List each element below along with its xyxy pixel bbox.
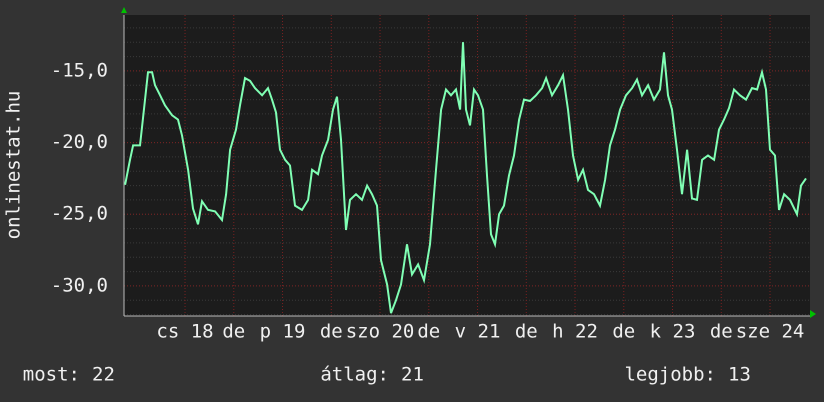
x-tick-label: p 19	[260, 321, 306, 343]
x-tick-label: sze 24	[736, 321, 805, 343]
stat-label: most:	[23, 364, 80, 386]
stat-label: átlag:	[320, 364, 389, 386]
x-tick-label: de	[417, 321, 440, 343]
x-tick-label: v 21	[455, 321, 501, 343]
stat-label: legjobb:	[624, 364, 716, 386]
x-tick-label: k 23	[650, 321, 696, 343]
x-tick-label: de	[612, 321, 635, 343]
marks	[124, 42, 807, 314]
x-tick-label: szo 20	[346, 321, 415, 343]
x-tick-label: cs 18	[156, 321, 213, 343]
y-tick-label: -30,0	[51, 274, 108, 296]
x-tick-label: de	[710, 321, 733, 343]
data-line	[124, 42, 807, 314]
stat-value: 13	[728, 364, 751, 386]
y-tick-label: -20,0	[51, 131, 108, 153]
x-tick-label: de	[320, 321, 343, 343]
x-tick-label: de	[515, 321, 538, 343]
y-axis-arrow	[121, 7, 127, 13]
stat-value: 21	[401, 364, 424, 386]
x-tick-label: de	[222, 321, 245, 343]
stat-value: 22	[92, 364, 115, 386]
x-axis-arrow	[810, 310, 816, 318]
y-tick-label: -25,0	[51, 203, 108, 225]
labels: -15,0-20,0-25,0-30,0cs 18 de p 19 de szo 20 d…	[23, 59, 805, 385]
y-tick-label: -15,0	[51, 59, 108, 81]
plot-area	[124, 15, 810, 316]
y-axis-label: onlinestat.hu	[3, 91, 25, 240]
x-tick-label: h 22	[552, 321, 598, 343]
